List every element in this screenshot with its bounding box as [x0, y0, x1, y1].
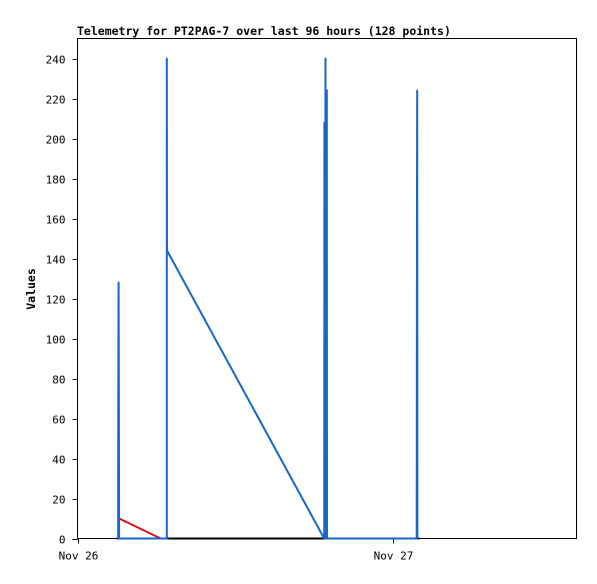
data-point	[325, 441, 327, 444]
data-point	[324, 57, 327, 60]
data-point	[118, 409, 120, 412]
data-point	[326, 537, 328, 540]
chart-title: Telemetry for PT2PAG-7 over last 96 hour…	[77, 24, 451, 38]
y-tick-label: 100	[46, 334, 66, 347]
y-tick-label: 160	[46, 214, 66, 227]
data-point	[165, 537, 168, 540]
y-tick-label: 180	[46, 174, 66, 187]
data-point	[118, 537, 120, 540]
y-tick-label: 80	[52, 374, 65, 387]
data-point	[416, 185, 418, 188]
data-point	[324, 537, 327, 540]
y-tick-label: 60	[52, 414, 65, 427]
y-tick-label: 240	[46, 54, 66, 67]
series-layer	[116, 57, 420, 540]
y-tick-label: 220	[46, 94, 66, 107]
data-point	[418, 537, 420, 540]
y-axis: 0 20 40 60 80 100 120 140 160 180 200 220 240	[46, 54, 78, 547]
data-point	[325, 137, 327, 140]
series-0	[117, 57, 419, 540]
y-tick-label: 140	[46, 254, 66, 267]
data-point	[117, 281, 120, 284]
x-axis: Nov 26 Nov 27	[59, 538, 414, 563]
x-tick-label: Nov 26	[59, 550, 99, 563]
y-tick-label: 40	[52, 454, 65, 467]
data-point	[324, 185, 326, 188]
y-tick-label: 120	[46, 294, 66, 307]
data-point	[325, 153, 328, 156]
y-axis-label: Values	[24, 268, 38, 310]
data-point	[324, 313, 327, 316]
y-tick-label: 20	[52, 494, 65, 507]
data-point	[416, 537, 419, 540]
data-point	[416, 89, 419, 92]
y-tick-label: 0	[59, 534, 66, 547]
data-point	[166, 249, 168, 252]
data-point	[117, 345, 120, 348]
data-point	[165, 57, 168, 60]
series-line-1	[118, 517, 162, 540]
data-point	[323, 121, 326, 124]
data-point	[325, 89, 328, 92]
x-tick-label: Nov 27	[374, 550, 414, 563]
y-tick-label: 200	[46, 134, 66, 147]
data-point	[117, 473, 120, 476]
